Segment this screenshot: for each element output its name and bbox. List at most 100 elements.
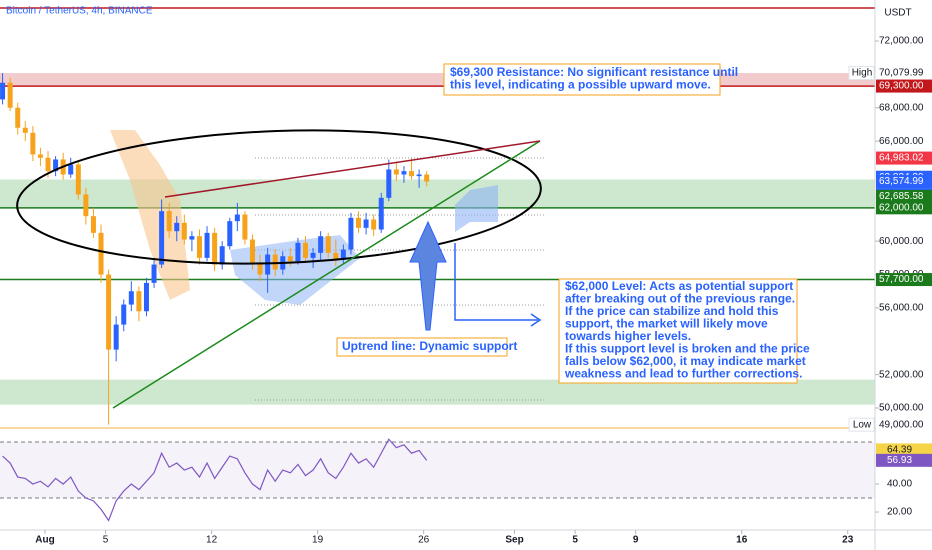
price-badge-label: 62,000.00 — [879, 202, 924, 213]
x-tick-label: 23 — [842, 535, 854, 546]
cloud — [455, 185, 498, 232]
candle-body — [257, 262, 263, 275]
candle-body — [287, 256, 293, 262]
candle-body — [371, 219, 377, 230]
price-badge — [876, 79, 932, 93]
price-badge-label: 57,700.00 — [879, 274, 924, 285]
candle-body — [204, 232, 210, 258]
candle-body — [363, 219, 369, 228]
rsi-badge-label: 64.39 — [887, 445, 912, 456]
candle-body — [136, 291, 142, 312]
candle-body — [7, 82, 13, 108]
candle-body — [128, 291, 134, 305]
x-tick-label: 12 — [206, 535, 218, 546]
candle-body — [181, 222, 187, 240]
candle-body — [212, 232, 218, 265]
candle-body — [37, 154, 43, 158]
candle-body — [151, 264, 157, 283]
tag-box — [848, 66, 875, 81]
price-badge-label: 69,300.00 — [879, 81, 924, 92]
candle-body — [106, 274, 112, 350]
arrow-head — [530, 313, 542, 327]
candle-body — [83, 194, 89, 217]
arrow-up — [409, 220, 447, 331]
candle-body — [272, 254, 278, 270]
annotation-box — [443, 63, 721, 96]
annotation-text: this level, indicating a possible upward… — [450, 78, 711, 92]
candle-body — [318, 236, 324, 253]
candle-body — [75, 164, 81, 195]
candle-body — [196, 236, 202, 258]
y-tick-label: 72,000.00 — [879, 36, 924, 47]
tag-label: High — [852, 68, 873, 79]
candle-body — [348, 217, 354, 250]
price-badge-label: 63,574.99 — [879, 176, 924, 187]
trend-line — [112, 140, 541, 409]
candle-body — [15, 107, 21, 128]
tag-label: Low — [853, 419, 872, 430]
candle-body — [340, 249, 346, 260]
y-tick-label: 50,000.00 — [879, 403, 924, 414]
price-badge-label: 70,079.99 — [879, 68, 924, 79]
candle-body — [295, 242, 301, 262]
candle-body — [378, 197, 384, 230]
candle-body — [30, 132, 36, 155]
zone — [0, 379, 875, 405]
candle-body — [310, 252, 316, 258]
annotation-text: If this support level is broken and the … — [565, 342, 810, 356]
y-tick-label: 56,000.00 — [879, 303, 924, 314]
candle-body — [393, 169, 399, 175]
candle-body — [325, 236, 331, 253]
zone — [0, 73, 875, 87]
annotation-text: If the price can stabilize and hold this — [565, 304, 779, 318]
annotation-box — [336, 337, 508, 357]
candle-body — [249, 239, 255, 263]
arrow — [454, 243, 538, 321]
annotation-text: $62,000 Level: Acts as potential support — [565, 279, 793, 293]
rsi-pane — [0, 430, 875, 528]
y-tick-label: 68,000.00 — [879, 102, 924, 113]
currency: USDT — [884, 8, 911, 19]
trend-line — [164, 140, 541, 198]
x-tick-label: Aug — [35, 535, 54, 546]
annotation-box — [558, 278, 798, 384]
price-badge — [876, 418, 932, 432]
x-tick-label: 5 — [103, 535, 109, 546]
price-badge — [876, 189, 932, 203]
annotation-text: falls below $62,000, it may indicate mar… — [565, 354, 806, 368]
rsi-badge — [876, 443, 932, 457]
annotation-drawings — [16, 63, 798, 409]
y-tick-label: 66,000.00 — [879, 136, 924, 147]
x-tick-label: 5 — [572, 535, 578, 546]
candle-body — [227, 221, 233, 247]
candle-body — [113, 324, 119, 350]
rsi-y-tick-label: 20.00 — [887, 507, 912, 518]
annotation-text: support, the market will likely move — [565, 317, 768, 331]
candle-body — [45, 157, 51, 172]
candle-body — [121, 304, 127, 325]
x-tick-label: 9 — [633, 535, 639, 546]
candle-body — [166, 211, 172, 232]
candle-body — [265, 254, 271, 275]
candle-body — [174, 222, 180, 232]
candle-body — [303, 242, 309, 258]
ellipse — [16, 129, 542, 265]
candle-body — [386, 169, 392, 198]
tag-box — [848, 417, 875, 432]
candle-body — [0, 82, 6, 100]
rsi-y-tick-label: 40.00 — [887, 479, 912, 490]
price-badge-label: 49,000.00 — [879, 419, 924, 430]
chart-title: Bitcoin / TetherUS, 4h, BINANCE — [6, 6, 153, 17]
candle-body — [234, 214, 240, 222]
x-tick-label: Sep — [505, 535, 523, 546]
candle-body — [22, 127, 28, 133]
candle-body — [424, 174, 430, 182]
rsi-band — [0, 442, 875, 499]
annotation-text: after breaking out of the previous range… — [565, 292, 795, 306]
y-tick-label: 52,000.00 — [879, 369, 924, 380]
candle-body — [143, 282, 149, 312]
candle-body — [401, 171, 407, 175]
price-badge-label: 62,685.58 — [879, 191, 924, 202]
candle-body — [409, 171, 415, 177]
